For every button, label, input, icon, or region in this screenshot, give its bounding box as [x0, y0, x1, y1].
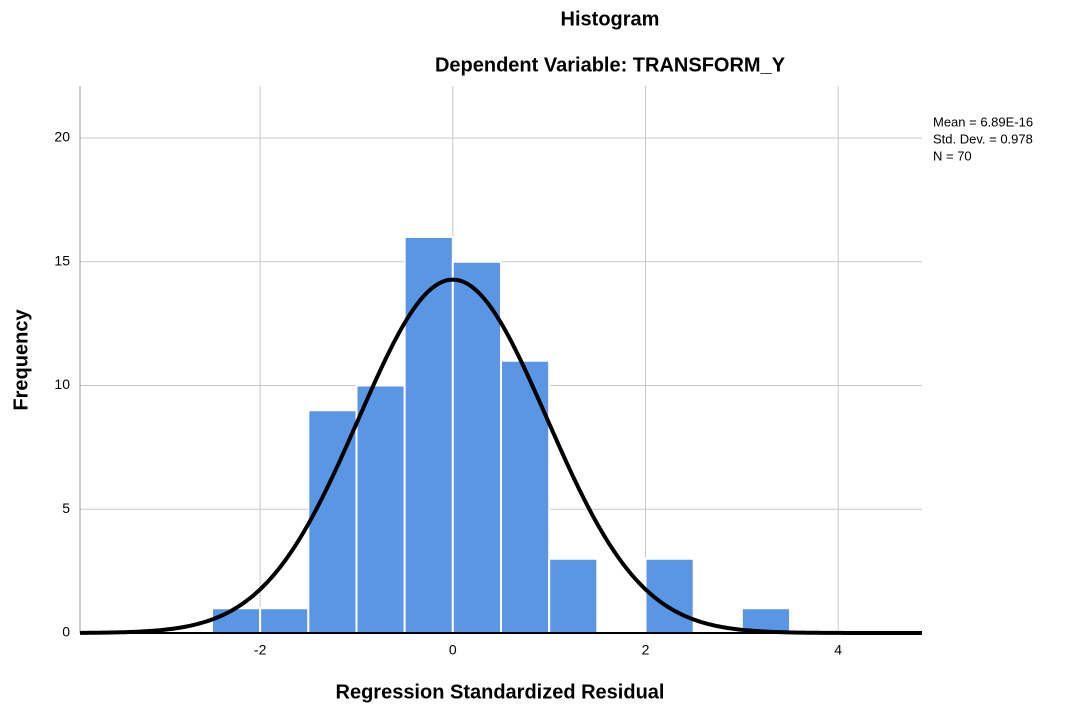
- bar: [210, 607, 262, 634]
- x-tick-label: 0: [449, 642, 457, 658]
- bar: [500, 359, 551, 634]
- bar: [259, 607, 310, 634]
- bar: [403, 235, 454, 634]
- y-tick-label: 5: [62, 500, 70, 516]
- bar: [451, 260, 502, 634]
- stat-label: Std. Dev. = 0.978: [933, 131, 1033, 146]
- bar: [548, 557, 599, 634]
- stat-label: Mean = 6.89E-16: [933, 114, 1033, 129]
- chart-subtitle: Dependent Variable: TRANSFORM_Y: [435, 54, 786, 76]
- x-tick-label: 2: [642, 642, 650, 658]
- y-tick-label: 15: [54, 252, 70, 268]
- y-tick-label: 10: [54, 376, 70, 392]
- x-axis-label: Regression Standardized Residual: [336, 681, 665, 703]
- chart-title: Histogram: [561, 8, 660, 30]
- y-tick-label: 0: [62, 624, 70, 640]
- y-tick-label: 20: [54, 129, 70, 145]
- stat-label: N = 70: [933, 148, 972, 163]
- bar: [355, 384, 406, 634]
- x-tick-label: -2: [254, 642, 267, 658]
- x-tick-label: 4: [834, 642, 842, 658]
- y-axis-label: Frequency: [10, 309, 32, 411]
